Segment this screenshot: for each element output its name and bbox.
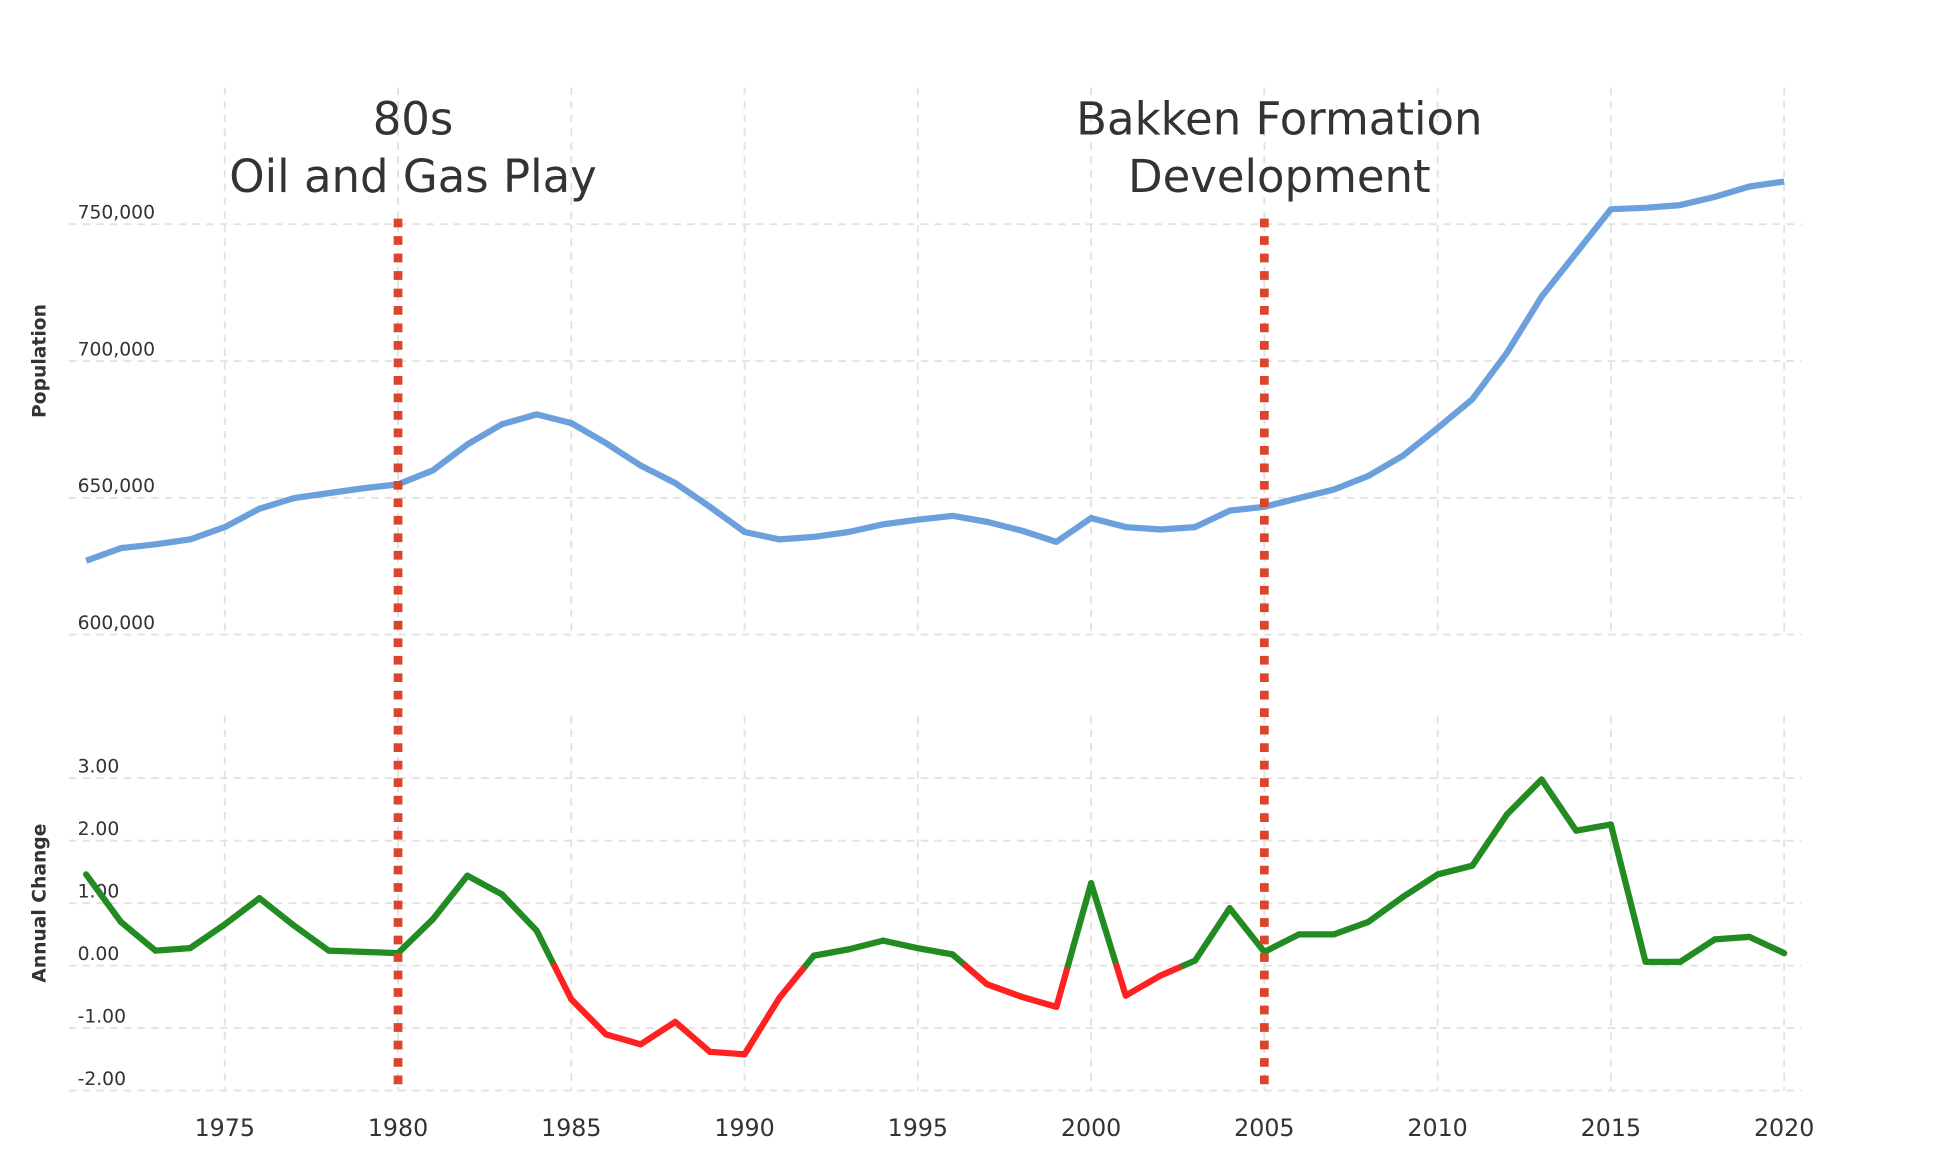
data-line-segment	[83, 871, 124, 926]
x-tick-label: 2020	[1754, 1114, 1814, 1142]
data-line-segment	[1573, 821, 1615, 834]
x-tick-label: 1995	[888, 1114, 948, 1142]
data-line-segment	[1399, 871, 1441, 901]
data-line-segment	[984, 981, 1025, 1000]
data-line-segment	[672, 1018, 714, 1055]
data-line-segment	[429, 872, 471, 923]
x-tick-label: 2005	[1234, 1114, 1294, 1142]
x-tick-label: 2010	[1407, 1114, 1467, 1142]
x-tick-label: 1980	[368, 1114, 428, 1142]
data-line-segment	[914, 945, 956, 958]
data-line	[85, 178, 1785, 564]
data-line-segment	[1191, 905, 1233, 964]
data-line-segment	[741, 994, 783, 1058]
data-line-segment	[187, 921, 228, 952]
data-line-segment	[1053, 962, 1072, 1010]
data-line-segment	[637, 1018, 679, 1048]
data-line-segment	[962, 962, 991, 988]
data-line-segment	[1122, 972, 1164, 999]
data-line-segment	[394, 916, 436, 957]
y-tick-label: 3.00	[78, 757, 120, 778]
data-line-segment	[602, 1031, 644, 1048]
annotation-text: Development	[1128, 150, 1431, 203]
data-line-segment	[1064, 880, 1095, 969]
data-line-segment	[810, 946, 852, 959]
annotation-text: Bakken Formation	[1076, 92, 1482, 145]
annotation-text: 80s	[373, 92, 454, 145]
data-line-segment	[1330, 918, 1372, 938]
data-line-segment	[498, 891, 540, 934]
data-line-segment	[256, 895, 298, 929]
data-line-segment	[221, 895, 263, 928]
y-tick-label: 0.00	[78, 944, 120, 965]
data-line-segment	[464, 872, 506, 898]
data-line-segment	[551, 962, 575, 1003]
data-line-segment	[1113, 962, 1129, 999]
y-tick-label: 650,000	[78, 476, 155, 497]
data-line-segment	[360, 948, 402, 957]
data-line-segment	[533, 927, 558, 969]
x-tick-label: 1985	[541, 1114, 601, 1142]
data-line-segment	[290, 922, 332, 954]
y-tick-label: -2.00	[78, 1069, 126, 1090]
data-line-segment	[1087, 880, 1120, 969]
y-tick-label: 2.00	[78, 819, 120, 840]
data-line-segment	[325, 947, 367, 956]
data-line-segment	[1607, 821, 1649, 965]
data-line-segment	[117, 918, 159, 954]
data-line-segment	[1711, 933, 1753, 943]
y-tick-label: -1.00	[78, 1006, 126, 1027]
data-line-segment	[845, 937, 887, 953]
x-tick-label: 2015	[1581, 1114, 1641, 1142]
data-line-segment	[776, 962, 809, 1002]
data-line-segment	[1018, 993, 1060, 1010]
x-tick-label: 1975	[195, 1114, 255, 1142]
y-tick-label: 700,000	[78, 339, 155, 360]
data-line-segment	[1157, 962, 1187, 979]
y-tick-label: 600,000	[78, 613, 155, 634]
data-line-segment	[706, 1048, 748, 1058]
data-line-segment	[1261, 931, 1303, 956]
data-line-segment	[1677, 936, 1718, 965]
data-line-segment	[1746, 933, 1788, 957]
data-line-segment	[1503, 776, 1545, 818]
data-line-segment	[1434, 862, 1476, 878]
data-line-segment	[880, 937, 921, 952]
data-line-segment	[1226, 905, 1268, 956]
y-tick-label: 750,000	[78, 202, 155, 223]
data-line-segment	[1365, 893, 1407, 926]
x-tick-label: 2000	[1061, 1114, 1121, 1142]
data-line-segment	[568, 996, 610, 1038]
y-axis-label: Population	[30, 304, 51, 418]
data-line-segment	[152, 945, 194, 954]
data-line-segment	[1538, 776, 1580, 834]
annotation-text: Oil and Gas Play	[229, 150, 596, 203]
x-tick-label: 1990	[714, 1114, 774, 1142]
y-axis-label: Annual Change	[30, 824, 51, 983]
data-line-segment	[1469, 811, 1511, 869]
